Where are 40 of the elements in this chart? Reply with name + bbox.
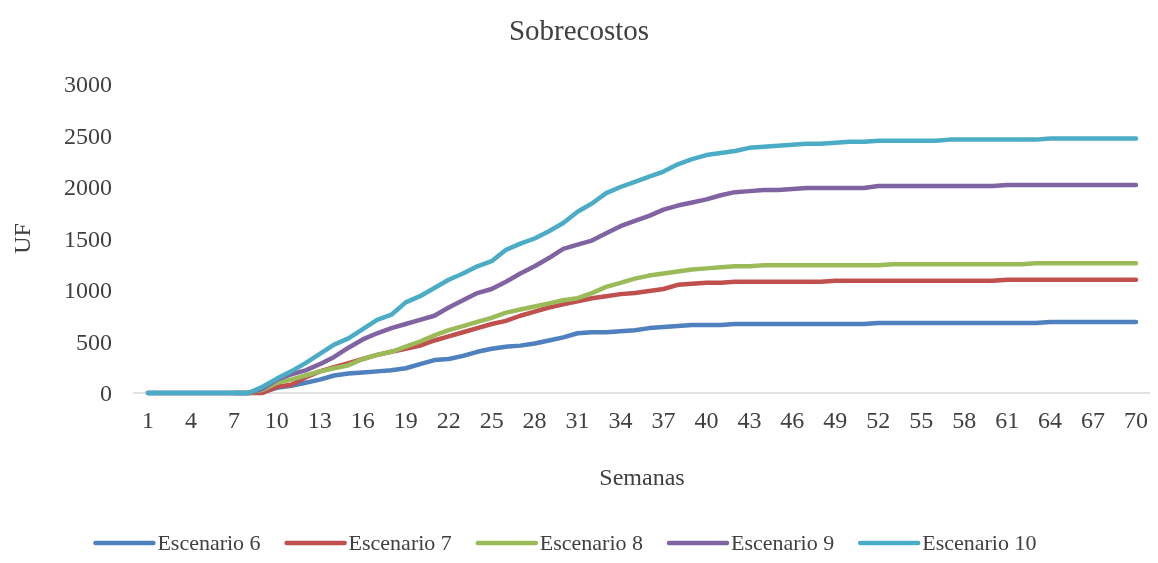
chart-title: Sobrecostos (508, 14, 650, 46)
x-tick-label: 37 (651, 407, 676, 434)
x-tick-label: 46 (780, 407, 805, 434)
y-tick-label: 500 (76, 328, 112, 355)
legend-label: Escenario 10 (922, 530, 1037, 555)
line-series (145, 136, 1139, 396)
x-tick-label: 55 (909, 407, 934, 434)
x-tick-label: 22 (436, 407, 461, 434)
x-tick-label: 58 (952, 407, 977, 434)
x-tick-label: 64 (1038, 407, 1063, 434)
x-tick-label: 31 (565, 407, 590, 434)
x-tick-label: 61 (995, 407, 1020, 434)
x-tick-label: 4 (184, 407, 197, 434)
x-tick-label: 67 (1081, 407, 1106, 434)
x-tick-label: 34 (608, 407, 633, 434)
x-tick-label: 52 (866, 407, 891, 434)
x-axis-title: Semanas (599, 464, 685, 490)
y-tick-label: 0 (100, 380, 112, 407)
legend-label: Escenario 8 (539, 530, 644, 555)
x-tick-label: 49 (823, 407, 848, 434)
x-tick-label: 70 (1124, 407, 1148, 434)
x-tick-label: 13 (307, 407, 332, 434)
x-tick-label: 25 (479, 407, 504, 434)
x-tick-label: 43 (737, 407, 762, 434)
y-tick-label: 3000 (64, 71, 112, 98)
y-tick-label: 2500 (64, 122, 112, 149)
x-tick-label: 1 (142, 407, 154, 434)
legend-label: Escenario 7 (348, 530, 452, 555)
x-tick-label: 28 (522, 407, 547, 434)
x-tick-label: 10 (264, 407, 289, 434)
x-tick-label: 19 (393, 407, 418, 434)
x-tick-label: 7 (227, 407, 240, 434)
x-tick-label: 16 (350, 407, 375, 434)
legend-label: Escenario 6 (157, 530, 261, 555)
x-tick-label: 40 (694, 407, 719, 434)
y-tick-label: 1000 (64, 277, 112, 304)
y-axis-title: UF (9, 223, 35, 254)
y-tick-label: 1500 (64, 225, 112, 252)
legend-label: Escenario 9 (731, 530, 835, 555)
y-tick-label: 2000 (64, 174, 112, 201)
